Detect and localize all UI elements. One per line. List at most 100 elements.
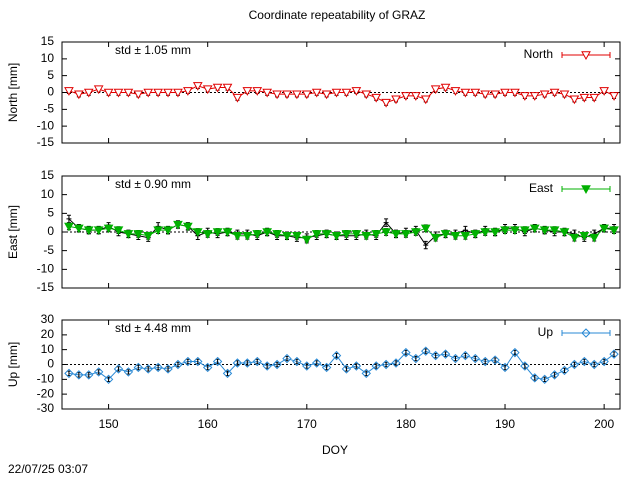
y-tick-label: -10 [37, 372, 55, 386]
marker [401, 347, 411, 358]
marker [212, 356, 223, 367]
marker [113, 88, 124, 98]
marker [163, 226, 173, 236]
marker [133, 362, 144, 373]
marker [331, 88, 342, 98]
marker [123, 367, 134, 377]
y-tick-label: 15 [41, 34, 55, 48]
marker [252, 356, 262, 367]
marker [581, 328, 591, 338]
y-tick-label: -10 [37, 262, 55, 276]
marker [292, 232, 302, 241]
marker [589, 233, 600, 243]
marker [242, 232, 253, 241]
marker [529, 224, 540, 234]
marker [579, 93, 590, 103]
marker [301, 235, 312, 245]
marker [599, 224, 609, 234]
marker [460, 350, 471, 361]
marker [272, 90, 282, 100]
marker [539, 374, 550, 385]
marker [401, 230, 411, 239]
plot-frame [61, 41, 621, 144]
y-tick-label: 0 [47, 357, 54, 371]
marker [391, 358, 401, 368]
marker [450, 87, 461, 96]
marker [311, 88, 322, 98]
marker [232, 93, 243, 103]
marker [202, 362, 213, 373]
marker [510, 226, 520, 236]
marker [232, 232, 243, 241]
y-tick-label: 5 [47, 206, 54, 220]
marker [153, 226, 163, 236]
marker [500, 88, 510, 98]
y-tick-label: 15 [41, 168, 55, 182]
marker [450, 353, 461, 364]
marker [301, 90, 312, 100]
marker [222, 228, 233, 238]
marker [581, 51, 591, 61]
marker [599, 87, 609, 96]
x-tick-label: 160 [198, 417, 218, 431]
chart-title: Coordinate repeatability of GRAZ [249, 8, 426, 22]
y-tick-label: 10 [41, 342, 55, 356]
marker [262, 228, 273, 238]
y-tick-label: 0 [47, 224, 54, 238]
marker [460, 232, 471, 241]
marker [173, 220, 183, 230]
y-tick-label: -5 [43, 243, 54, 257]
marker [520, 226, 530, 236]
y-axis-label: Up [mm] [6, 342, 20, 387]
x-tick-label: 190 [495, 417, 515, 431]
marker [64, 368, 74, 379]
marker [143, 88, 154, 98]
annotation: std ± 0.90 mm [115, 177, 191, 191]
marker [440, 230, 451, 239]
annotation: std ± 1.05 mm [115, 43, 191, 57]
marker [222, 83, 233, 93]
marker [282, 90, 292, 100]
marker [202, 230, 213, 239]
marker [430, 350, 441, 361]
marker [66, 216, 72, 222]
marker [143, 232, 154, 241]
marker [500, 226, 510, 236]
marker [589, 359, 599, 370]
y-axis-label: North [mm] [6, 63, 20, 122]
marker [103, 224, 114, 234]
marker [609, 226, 619, 236]
marker [440, 349, 451, 359]
y-tick-label: -20 [37, 386, 55, 400]
y-tick-label: -15 [37, 280, 55, 294]
marker [490, 90, 500, 100]
marker [401, 92, 411, 101]
marker [520, 92, 530, 101]
y-tick-label: -15 [37, 135, 55, 149]
marker [192, 82, 203, 91]
marker [371, 93, 382, 103]
marker [450, 232, 461, 241]
y-tick-label: 30 [41, 312, 55, 326]
marker [153, 362, 163, 373]
marker [609, 349, 619, 359]
y-tick-label: 10 [41, 51, 55, 65]
y-tick-label: 20 [41, 327, 55, 341]
marker [212, 228, 223, 238]
marker [143, 364, 153, 374]
marker [83, 226, 94, 236]
marker [202, 85, 213, 95]
marker [103, 88, 114, 98]
marker [173, 359, 183, 370]
marker [183, 222, 193, 232]
marker [262, 361, 272, 371]
marker [272, 359, 282, 370]
marker [430, 233, 441, 243]
marker [232, 358, 243, 368]
marker [331, 350, 342, 361]
marker [292, 90, 302, 100]
marker [183, 356, 193, 367]
marker [381, 228, 391, 238]
